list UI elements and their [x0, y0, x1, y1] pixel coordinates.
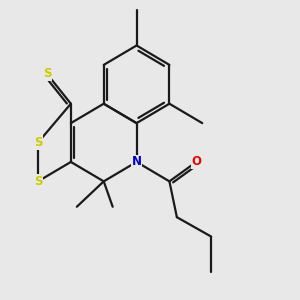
Text: O: O [191, 155, 201, 168]
Text: S: S [43, 68, 51, 80]
Text: S: S [34, 175, 42, 188]
Text: S: S [34, 136, 42, 149]
Text: N: N [132, 155, 142, 168]
